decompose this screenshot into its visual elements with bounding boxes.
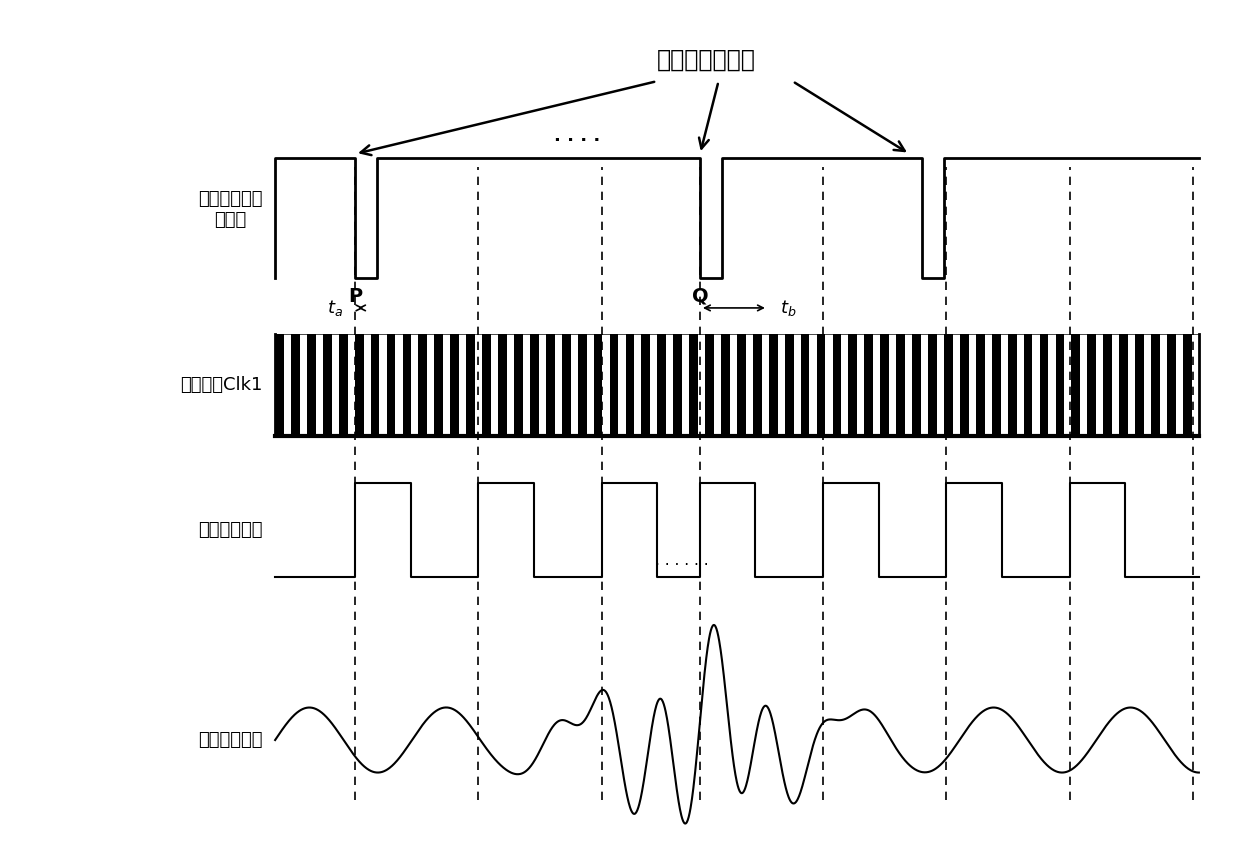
Bar xyxy=(387,334,396,436)
Bar xyxy=(706,334,714,436)
Bar xyxy=(355,334,363,436)
Bar xyxy=(275,334,284,436)
Bar xyxy=(785,334,794,436)
Bar xyxy=(275,334,1199,436)
Bar xyxy=(562,334,570,436)
Bar xyxy=(498,334,507,436)
Bar xyxy=(864,334,873,436)
Bar xyxy=(689,334,698,436)
Bar xyxy=(976,334,985,436)
Bar xyxy=(610,334,619,436)
Text: · · · ·: · · · · xyxy=(554,131,600,149)
Bar xyxy=(1071,334,1080,436)
Bar xyxy=(769,334,777,436)
Bar xyxy=(817,334,826,436)
Bar xyxy=(322,334,331,436)
Bar xyxy=(529,334,538,436)
Bar xyxy=(578,334,587,436)
Text: $t_a$: $t_a$ xyxy=(327,298,343,318)
Bar xyxy=(625,334,635,436)
Bar xyxy=(1135,334,1145,436)
Bar xyxy=(1183,334,1192,436)
Bar xyxy=(482,334,491,436)
Bar xyxy=(944,334,952,436)
Text: Q: Q xyxy=(692,287,708,306)
Text: 激光干涉过零点: 激光干涉过零点 xyxy=(657,48,755,72)
Bar xyxy=(546,334,554,436)
Bar xyxy=(1167,334,1176,436)
Bar xyxy=(1104,334,1112,436)
Bar xyxy=(515,334,523,436)
Bar xyxy=(1055,334,1064,436)
Bar xyxy=(403,334,412,436)
Text: 红外干涉信号: 红外干涉信号 xyxy=(198,731,263,749)
Bar xyxy=(897,334,905,436)
Bar xyxy=(928,334,937,436)
Bar xyxy=(641,334,650,436)
Bar xyxy=(832,334,841,436)
Bar xyxy=(960,334,968,436)
Bar xyxy=(722,334,730,436)
Text: $t_b$: $t_b$ xyxy=(780,298,796,318)
Bar xyxy=(450,334,459,436)
Bar xyxy=(737,334,745,436)
Text: 细分后子脉冲: 细分后子脉冲 xyxy=(198,521,263,539)
Text: P: P xyxy=(348,287,362,306)
Bar xyxy=(801,334,810,436)
Text: 激光干涉过零
点脉冲: 激光干涉过零 点脉冲 xyxy=(198,190,263,229)
Bar xyxy=(753,334,761,436)
Bar xyxy=(848,334,857,436)
Bar xyxy=(1024,334,1033,436)
Bar xyxy=(880,334,889,436)
Bar xyxy=(308,334,316,436)
Bar xyxy=(913,334,921,436)
Bar xyxy=(992,334,1001,436)
Text: · · · · · ·: · · · · · · xyxy=(655,558,708,573)
Bar xyxy=(673,334,682,436)
Bar xyxy=(1008,334,1017,436)
Bar xyxy=(594,334,603,436)
Bar xyxy=(418,334,428,436)
Bar xyxy=(466,334,475,436)
Bar xyxy=(371,334,379,436)
Bar xyxy=(657,334,666,436)
Bar xyxy=(1120,334,1128,436)
Bar xyxy=(1039,334,1048,436)
Bar xyxy=(339,334,347,436)
Text: 高频时钟Clk1: 高频时钟Clk1 xyxy=(181,376,263,394)
Bar xyxy=(291,334,300,436)
Bar xyxy=(1087,334,1096,436)
Bar xyxy=(434,334,443,436)
Bar xyxy=(1151,334,1159,436)
